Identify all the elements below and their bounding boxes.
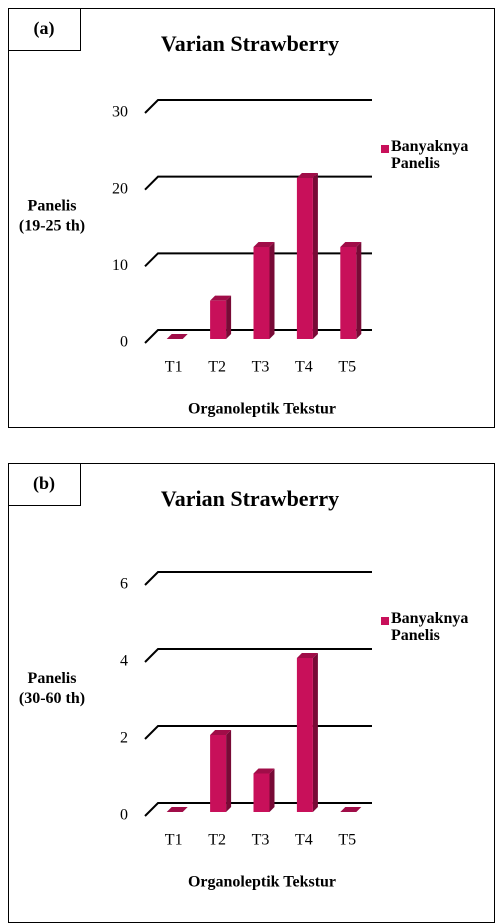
x-tick-label: T4 <box>295 359 313 376</box>
bar-top <box>210 295 232 301</box>
bar-front <box>210 300 227 339</box>
y-tick-label: 6 <box>120 576 128 593</box>
x-tick-label: T2 <box>208 832 226 849</box>
bar-front <box>296 178 313 339</box>
bar-front <box>253 247 270 339</box>
grid-line <box>144 725 372 740</box>
y-axis-label: Panelis <box>28 670 77 687</box>
bar <box>253 242 275 339</box>
bar-side <box>226 295 232 339</box>
bar <box>210 730 232 812</box>
x-axis-label: Organoleptik Tekstur <box>188 874 336 891</box>
x-tick-label: T5 <box>338 359 356 376</box>
bar <box>340 807 362 812</box>
legend-swatch <box>381 617 389 625</box>
bar-front <box>340 247 357 339</box>
y-tick-label: 10 <box>112 257 128 274</box>
bar-top <box>340 807 362 812</box>
bar-side <box>269 768 275 812</box>
panel-label-box <box>8 8 81 51</box>
y-tick-label: 30 <box>112 104 128 121</box>
x-tick-label: T3 <box>252 832 270 849</box>
y-tick-label: 0 <box>120 807 128 824</box>
x-tick-label: T5 <box>338 832 356 849</box>
bar <box>166 807 188 812</box>
panel-label: (a) <box>34 18 55 39</box>
bar-front <box>210 735 227 812</box>
bar-top <box>166 807 188 812</box>
bar-top <box>296 653 318 658</box>
bar <box>166 334 188 339</box>
bar-top <box>253 768 275 774</box>
y-tick-label: 2 <box>120 730 128 747</box>
x-tick-label: T2 <box>208 359 226 376</box>
chart-title: Varian Strawberry <box>161 486 339 511</box>
bar-side <box>312 653 318 812</box>
bar-top <box>210 730 232 735</box>
grid-line <box>144 175 372 191</box>
bar-top <box>340 242 362 247</box>
bar-top <box>253 242 275 247</box>
x-tick-label: T1 <box>165 359 183 376</box>
x-axis-label: Organoleptik Tekstur <box>188 401 336 418</box>
y-tick-label: 20 <box>112 180 128 197</box>
legend-label: Banyaknya Panelis <box>391 610 469 644</box>
bar <box>296 173 318 339</box>
bar <box>296 653 318 812</box>
bar <box>253 768 275 812</box>
y-tick-label: 4 <box>120 653 128 670</box>
y-axis-label: Panelis <box>28 198 77 215</box>
x-tick-label: T1 <box>165 832 183 849</box>
x-tick-label: T3 <box>252 359 270 376</box>
panel-label: (b) <box>33 473 55 494</box>
bar <box>340 242 362 339</box>
y-axis-label: (30-60 th) <box>19 690 85 707</box>
bar-front <box>296 658 313 812</box>
y-tick-label: 0 <box>120 334 128 351</box>
chart-title: Varian Strawberry <box>161 31 339 56</box>
grid-line <box>144 648 372 663</box>
bar-top <box>166 334 188 339</box>
grid-line <box>144 99 372 114</box>
panel-label-box <box>8 463 81 506</box>
legend: Banyaknya Panelis <box>391 138 469 172</box>
bar-front <box>253 773 270 812</box>
bar-side <box>226 730 232 812</box>
bar <box>210 295 232 339</box>
bar-side <box>356 242 362 339</box>
legend-label: Banyaknya Panelis <box>391 138 469 172</box>
bar-side <box>269 242 275 339</box>
y-axis-label: (19-25 th) <box>19 218 85 235</box>
legend-swatch <box>381 145 389 153</box>
legend: Banyaknya Panelis <box>391 610 469 644</box>
x-tick-label: T4 <box>295 832 313 849</box>
bar-top <box>296 173 318 178</box>
bar-side <box>312 173 318 339</box>
grid-line <box>144 571 372 586</box>
